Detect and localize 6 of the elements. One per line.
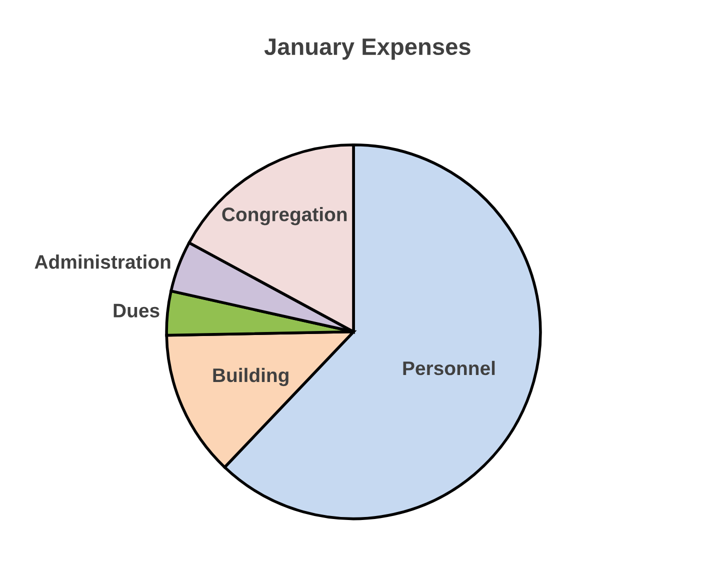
chart-title: January Expenses (264, 38, 470, 60)
slice-label: Building (213, 368, 288, 386)
slice-label: Congregation (222, 207, 347, 226)
slice-label: Dues (114, 304, 160, 318)
slice-label: Personnel (403, 360, 495, 376)
slice-label: Administration (34, 254, 170, 269)
